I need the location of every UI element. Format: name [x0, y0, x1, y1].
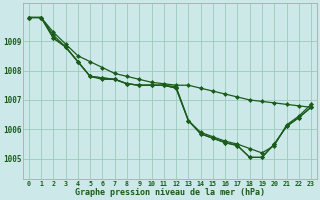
X-axis label: Graphe pression niveau de la mer (hPa): Graphe pression niveau de la mer (hPa): [75, 188, 265, 197]
